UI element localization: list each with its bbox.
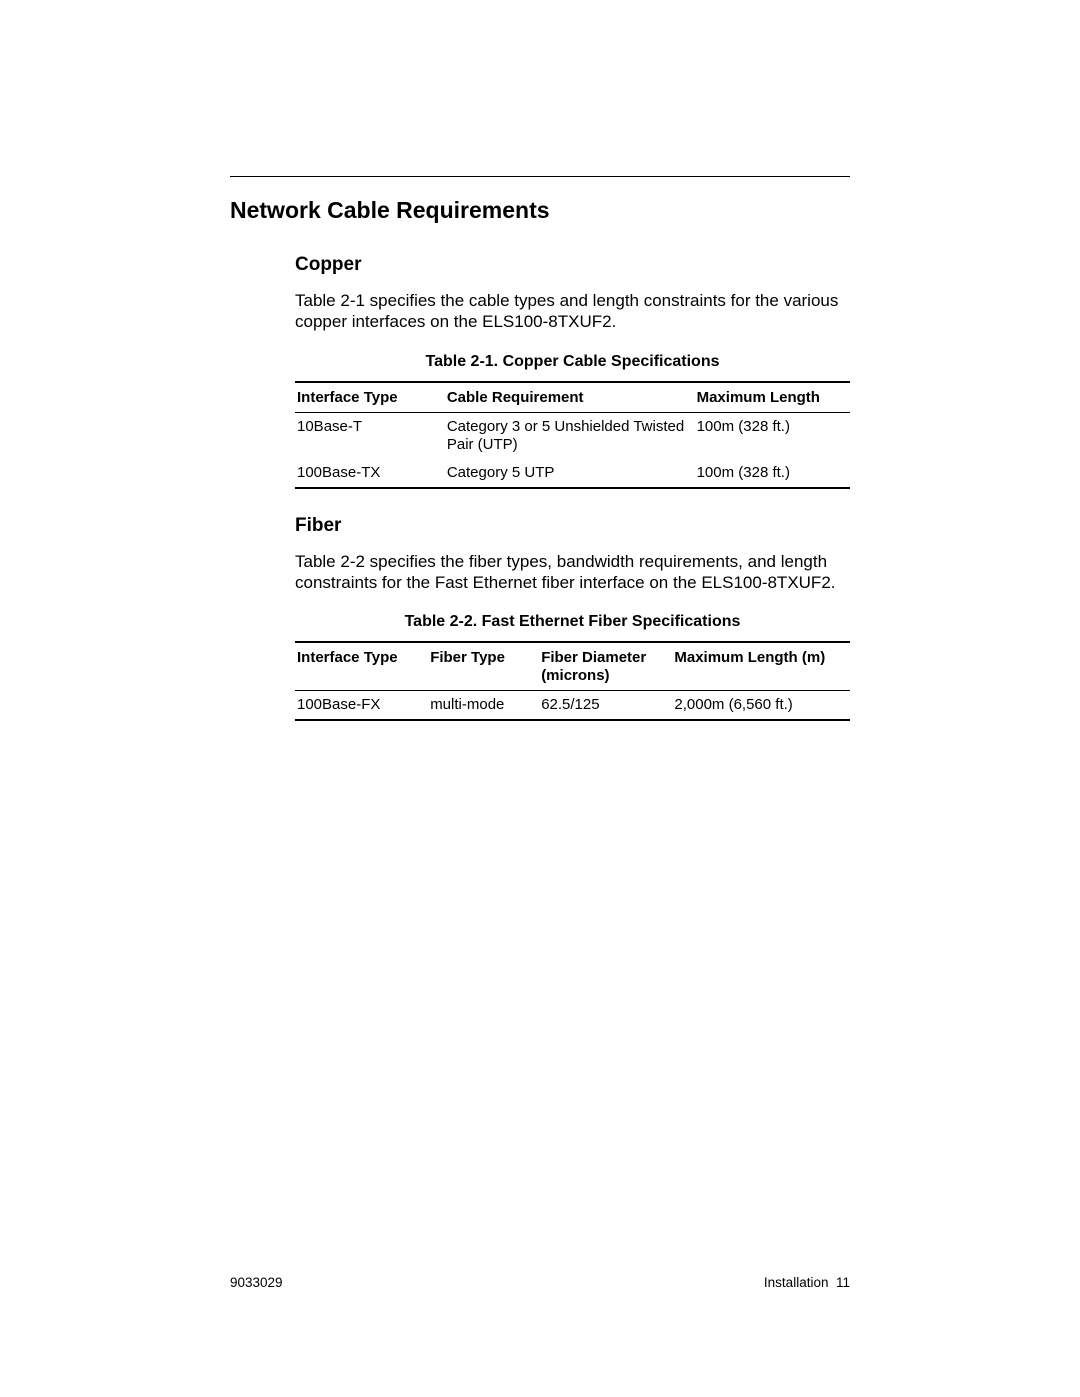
col-header: Maximum Length (m): [672, 642, 850, 690]
footer-page-number: 11: [836, 1275, 850, 1290]
section-fiber-para: Table 2-2 specifies the fiber types, ban…: [295, 551, 850, 594]
footer-section-page: Installation 11: [764, 1275, 850, 1290]
table-cell: 100m (328 ft.): [695, 412, 850, 459]
section-fiber-title: Fiber: [295, 515, 850, 537]
table-cell: 100Base-TX: [295, 459, 445, 488]
page-title: Network Cable Requirements: [230, 197, 850, 224]
section-copper-para: Table 2-1 specifies the cable types and …: [295, 290, 850, 333]
table-cell: Category 3 or 5 Unshielded Twisted Pair …: [445, 412, 695, 459]
col-header: Interface Type: [295, 642, 428, 690]
table-row: 10Base-T Category 3 or 5 Unshielded Twis…: [295, 412, 850, 459]
table-cell: multi-mode: [428, 690, 539, 720]
copper-table: Interface Type Cable Requirement Maximum…: [295, 381, 850, 489]
table-cell: 10Base-T: [295, 412, 445, 459]
footer-section-label: Installation: [764, 1275, 829, 1290]
table-cell: 62.5/125: [539, 690, 672, 720]
col-header: Maximum Length: [695, 382, 850, 413]
table-cell: Category 5 UTP: [445, 459, 695, 488]
col-header: Cable Requirement: [445, 382, 695, 413]
page-footer: 9033029 Installation 11: [230, 1275, 850, 1290]
table-header-row: Interface Type Fiber Type Fiber Diameter…: [295, 642, 850, 690]
fiber-table-caption: Table 2-2. Fast Ethernet Fiber Specifica…: [295, 613, 850, 631]
table-row: 100Base-FX multi-mode 62.5/125 2,000m (6…: [295, 690, 850, 720]
table-cell: 100m (328 ft.): [695, 459, 850, 488]
copper-table-caption: Table 2-1. Copper Cable Specifications: [295, 353, 850, 371]
table-row: 100Base-TX Category 5 UTP 100m (328 ft.): [295, 459, 850, 488]
col-header: Fiber Diameter (microns): [539, 642, 672, 690]
footer-docnum: 9033029: [230, 1275, 283, 1290]
table-cell: 100Base-FX: [295, 690, 428, 720]
table-header-row: Interface Type Cable Requirement Maximum…: [295, 382, 850, 413]
top-rule: [230, 176, 850, 177]
col-header: Fiber Type: [428, 642, 539, 690]
table-cell: 2,000m (6,560 ft.): [672, 690, 850, 720]
col-header: Interface Type: [295, 382, 445, 413]
page-content: Network Cable Requirements Copper Table …: [230, 176, 850, 747]
section-copper-title: Copper: [295, 254, 850, 276]
section-copper: Copper Table 2-1 specifies the cable typ…: [295, 254, 850, 721]
fiber-table: Interface Type Fiber Type Fiber Diameter…: [295, 641, 850, 721]
